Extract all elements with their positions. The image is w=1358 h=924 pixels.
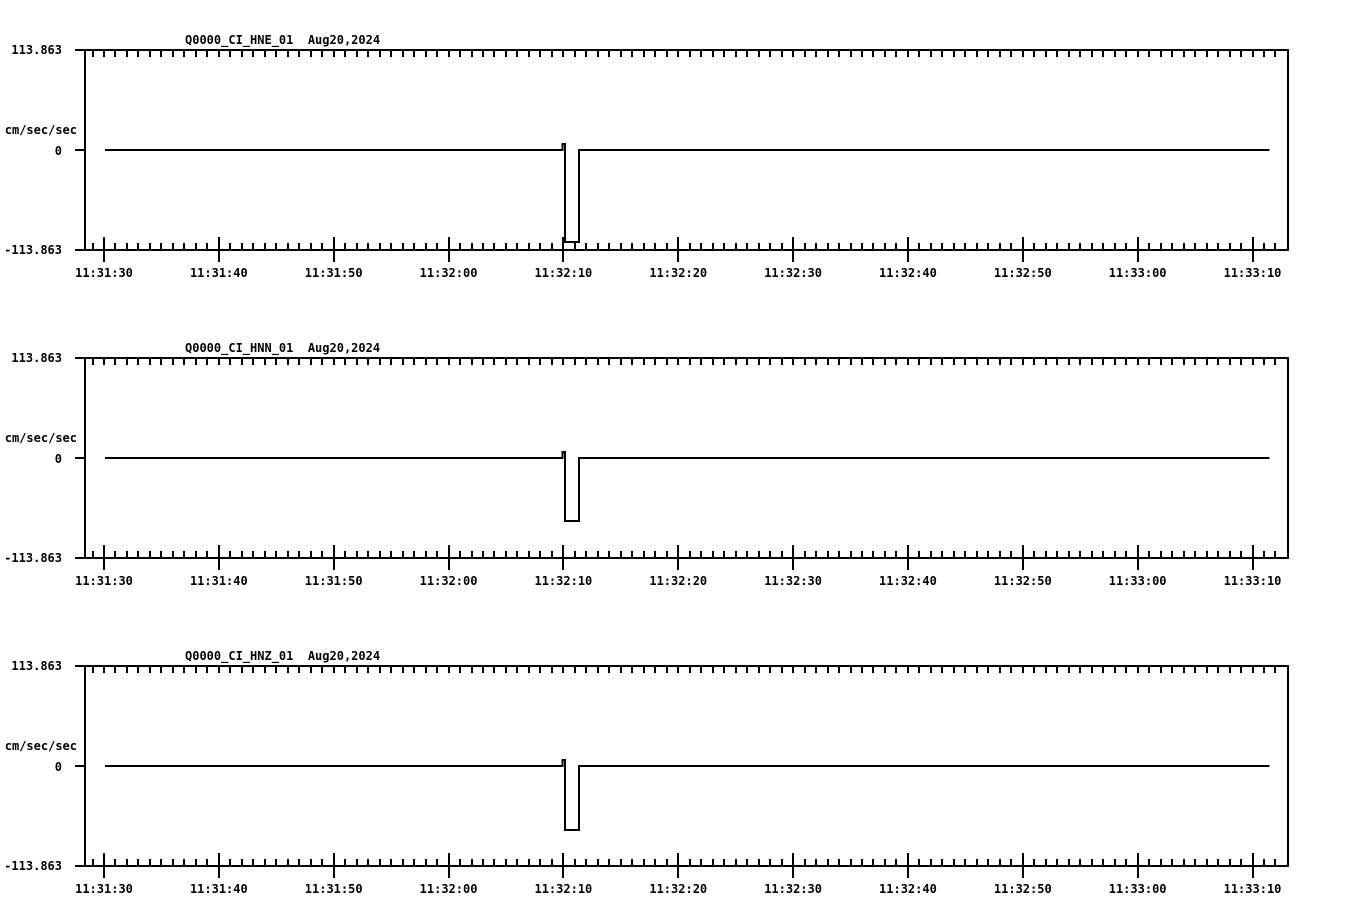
x-axis-tick-label: 11:31:40: [189, 266, 248, 280]
x-axis-bottom-major-ticks: [103, 545, 1254, 570]
y-axis-min-label: -113.863: [4, 551, 62, 565]
x-axis-tick-label: 11:33:00: [1108, 266, 1167, 280]
plot-frame: [84, 49, 1289, 251]
x-axis-bottom-minor-ticks: [92, 243, 1276, 250]
y-axis-max-label: 113.863: [11, 351, 62, 365]
y-axis-unit-label: cm/sec/sec: [4, 123, 77, 137]
panel-title: Q0000_CI_HNE_01 Aug20,2024: [185, 33, 381, 47]
x-axis-tick-label: 11:31:50: [304, 574, 363, 588]
waveform-trace-hnn: [105, 450, 1270, 522]
x-axis-tick-label: 11:32:50: [993, 266, 1052, 280]
seismogram-panel-hne: [75, 49, 1289, 262]
plot-frame: [84, 357, 1289, 559]
y-axis-ticks: [75, 665, 85, 867]
x-axis-tick-label: 11:32:40: [879, 266, 937, 280]
x-axis-tick-label: 11:31:30: [75, 266, 133, 280]
x-axis-tick-label: 11:32:50: [993, 574, 1052, 588]
y-axis-unit-label: cm/sec/sec: [4, 431, 77, 445]
x-axis-tick-label: 11:32:10: [534, 882, 593, 896]
x-axis-tick-label: 11:32:10: [534, 574, 593, 588]
x-axis-tick-label: 11:32:50: [993, 882, 1052, 896]
y-axis-ticks: [75, 49, 85, 251]
y-axis-zero-label: 0: [54, 452, 62, 466]
x-axis-tick-label: 11:32:00: [419, 574, 478, 588]
x-axis-bottom-major-ticks: [103, 237, 1254, 262]
x-axis-tick-label: 11:32:20: [649, 574, 708, 588]
x-axis-bottom-minor-ticks: [92, 859, 1276, 866]
x-axis-tick-label: 11:33:10: [1223, 574, 1282, 588]
plot-frame: [84, 665, 1289, 867]
y-axis-zero-label: 0: [54, 144, 62, 158]
x-axis-top-minor-ticks: [92, 666, 1276, 673]
seismogram-panel-hnn: [75, 357, 1289, 570]
x-axis-top-minor-ticks: [92, 50, 1276, 57]
x-axis-tick-label: 11:31:40: [189, 574, 248, 588]
x-axis-tick-label: 11:32:00: [419, 882, 478, 896]
x-axis-tick-label: 11:33:00: [1108, 574, 1167, 588]
y-axis-max-label: 113.863: [11, 659, 62, 673]
x-axis-tick-label: 11:32:30: [764, 574, 822, 588]
x-axis-tick-label: 11:32:30: [764, 266, 822, 280]
x-axis-tick-label: 11:33:10: [1223, 266, 1282, 280]
x-axis-tick-label: 11:32:40: [879, 882, 937, 896]
waveform-trace-hne: [105, 142, 1270, 243]
y-axis-zero-label: 0: [54, 760, 62, 774]
x-axis-tick-label: 11:32:40: [879, 574, 937, 588]
x-axis-tick-label: 11:32:10: [534, 266, 593, 280]
y-axis-unit-label: cm/sec/sec: [4, 739, 77, 753]
x-axis-tick-label: 11:32:20: [649, 882, 708, 896]
x-axis-tick-label: 11:32:00: [419, 266, 478, 280]
x-axis-tick-label: 11:31:40: [189, 882, 248, 896]
seismogram-panel-hnz: [75, 665, 1289, 878]
y-axis-min-label: -113.863: [4, 859, 62, 873]
panel-title: Q0000_CI_HNN_01 Aug20,2024: [185, 341, 381, 355]
x-axis-tick-label: 11:33:10: [1223, 882, 1282, 896]
waveform-trace-hnz: [105, 758, 1270, 831]
y-axis-ticks: [75, 357, 85, 559]
x-axis-tick-label: 11:31:50: [304, 882, 363, 896]
x-axis-tick-label: 11:31:50: [304, 266, 363, 280]
x-axis-top-minor-ticks: [92, 358, 1276, 365]
x-axis-tick-label: 11:32:30: [764, 882, 822, 896]
panel-title: Q0000_CI_HNZ_01 Aug20,2024: [185, 649, 381, 663]
x-axis-bottom-major-ticks: [103, 853, 1254, 878]
x-axis-tick-label: 11:31:30: [75, 882, 133, 896]
x-axis-tick-label: 11:33:00: [1108, 882, 1167, 896]
x-axis-tick-label: 11:31:30: [75, 574, 133, 588]
x-axis-bottom-minor-ticks: [92, 551, 1276, 558]
y-axis-max-label: 113.863: [11, 43, 62, 57]
x-axis-tick-label: 11:32:20: [649, 266, 708, 280]
y-axis-min-label: -113.863: [4, 243, 62, 257]
